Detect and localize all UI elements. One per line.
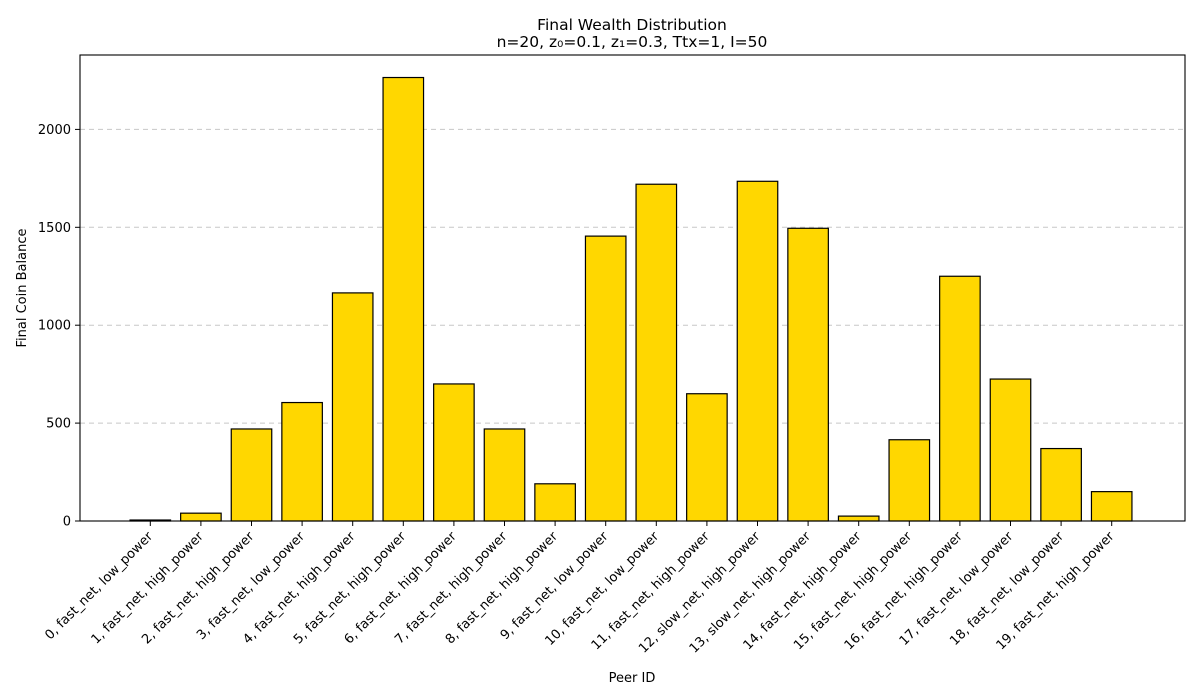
bar-peer-17 — [989, 378, 1032, 522]
y-tick-label: 1000 — [38, 319, 71, 334]
bar-peer-19 — [1090, 491, 1133, 522]
bar-peer-13 — [787, 227, 829, 522]
bars — [129, 76, 1133, 522]
bar-peer-2 — [230, 428, 273, 522]
bar-peer-9 — [584, 235, 627, 522]
bar-peer-15 — [888, 439, 931, 522]
bar-peer-7 — [483, 428, 526, 522]
plot-frame — [79, 54, 1186, 522]
bar-peer-14 — [837, 515, 880, 522]
bar-peer-3 — [281, 401, 323, 522]
y-tick-label: 2000 — [38, 123, 71, 138]
chart-title: Final Wealth Distribution — [537, 16, 727, 34]
x-axis-label: Peer ID — [609, 671, 656, 686]
y-axis: 0 500 1000 1500 2000 — [38, 123, 80, 530]
bar-peer-4 — [331, 292, 374, 522]
bar-peer-12 — [736, 180, 779, 522]
bar-peer-6 — [433, 383, 475, 522]
bar-peer-18 — [1040, 447, 1082, 522]
bar-peer-8 — [534, 483, 576, 522]
bar-peer-16 — [939, 275, 981, 522]
chart-subtitle: n=20, z₀=0.1, z₁=0.3, Ttx=1, I=50 — [497, 33, 768, 51]
y-tick-label: 500 — [46, 417, 71, 432]
bar-peer-10 — [635, 183, 678, 522]
bar-peer-11 — [686, 393, 728, 522]
y-tick-label: 1500 — [38, 221, 71, 236]
y-tick-label: 0 — [63, 515, 71, 530]
bar-peer-1 — [180, 512, 222, 522]
bar-peer-5 — [382, 76, 425, 522]
y-axis-label: Final Coin Balance — [15, 229, 30, 348]
